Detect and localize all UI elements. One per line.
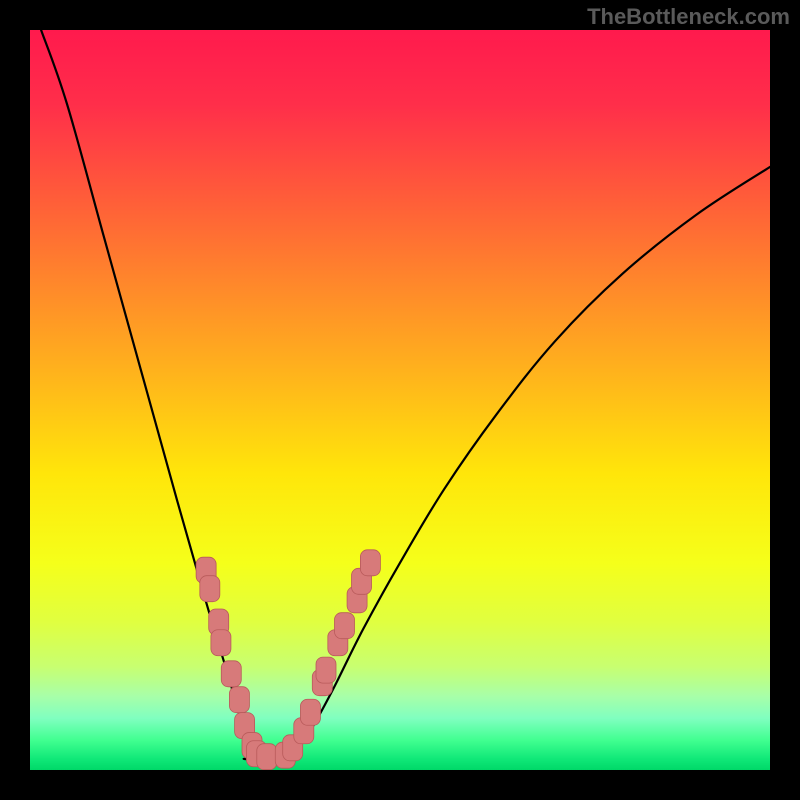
data-marker [360,550,380,576]
plot-area [30,30,770,770]
data-marker [300,699,320,725]
data-marker [200,576,220,602]
data-marker [211,630,231,656]
data-marker [229,687,249,713]
gradient-background [30,30,770,770]
chart-svg [30,30,770,770]
data-marker [257,744,277,770]
data-marker [335,613,355,639]
watermark-label: TheBottleneck.com [587,4,790,30]
data-marker [316,657,336,683]
data-marker [221,661,241,687]
chart-container: TheBottleneck.com [0,0,800,800]
